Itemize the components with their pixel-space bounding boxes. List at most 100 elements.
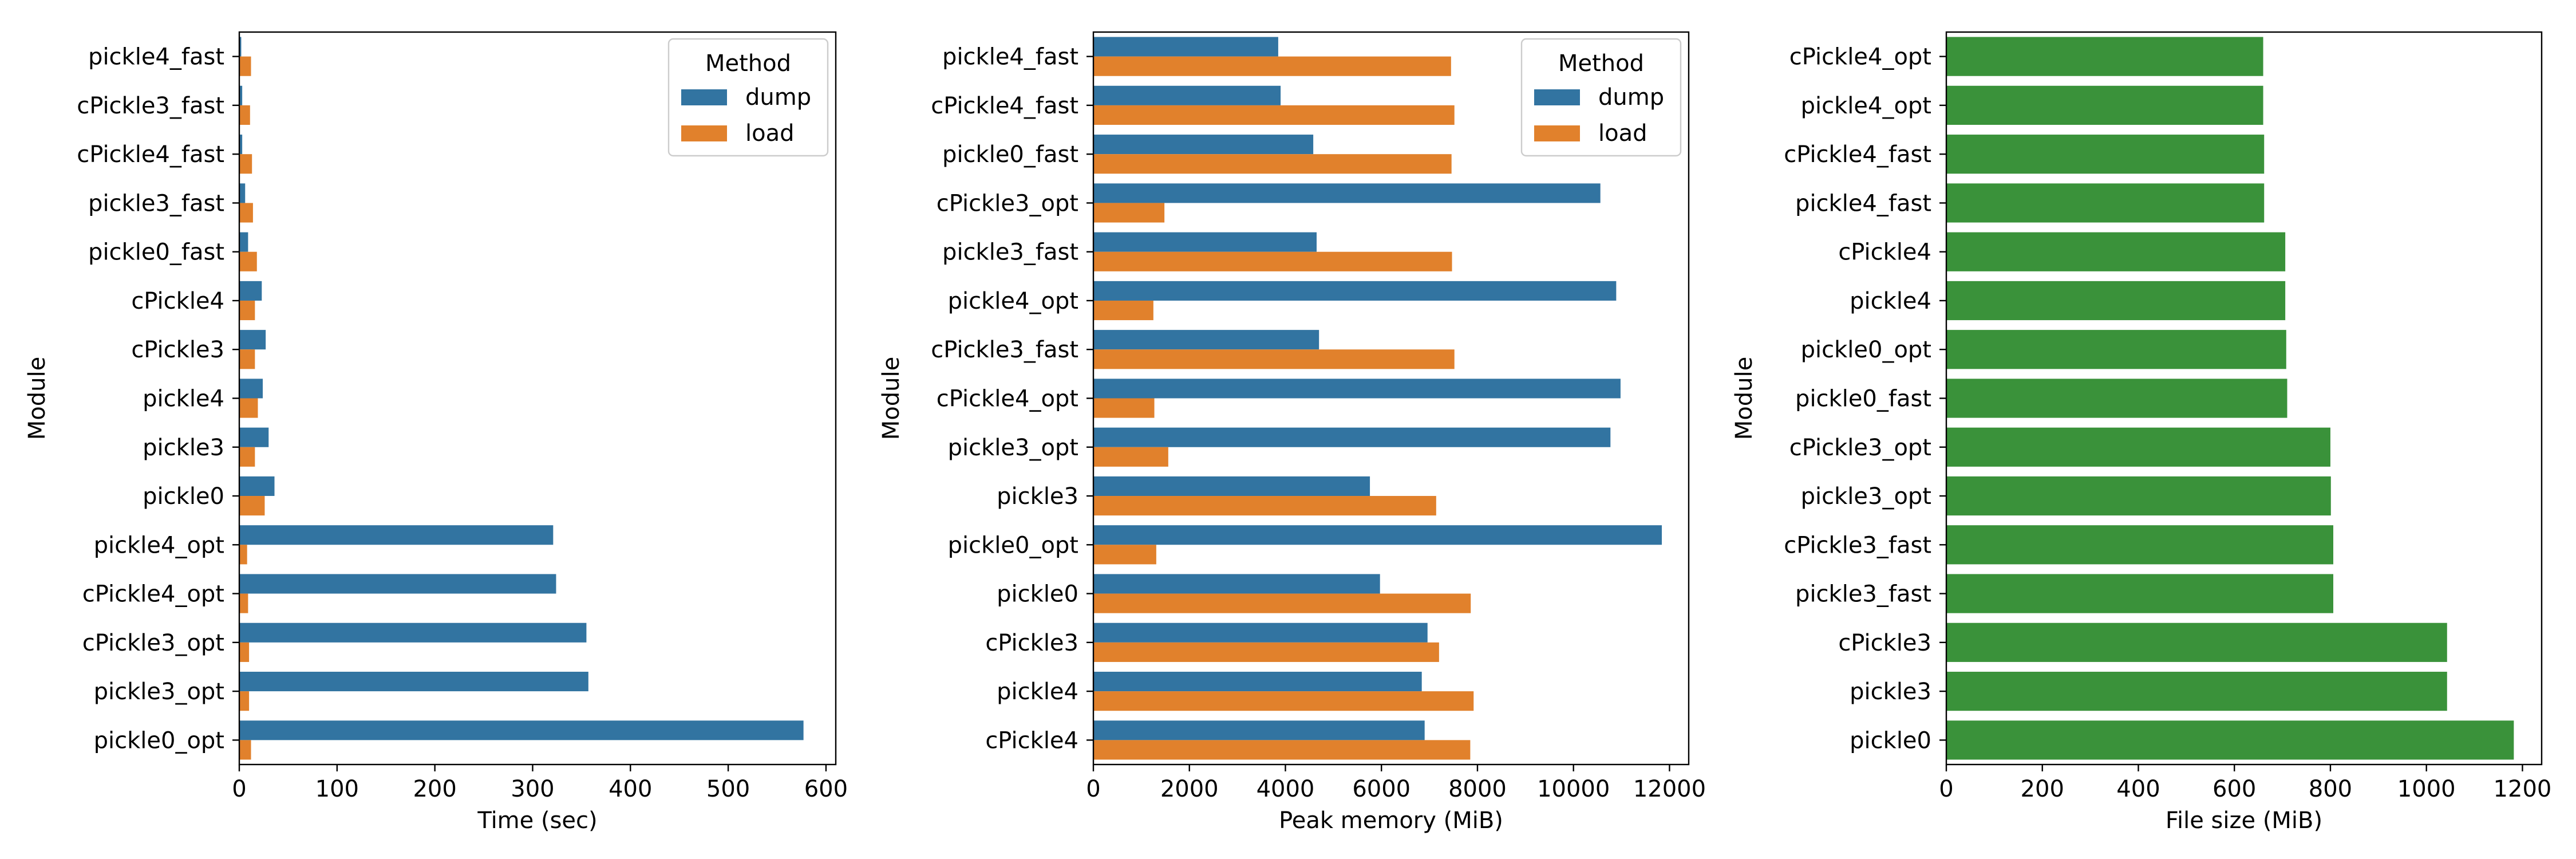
bar-load-cpickle3-opt — [1093, 203, 1165, 223]
x-tick-label: 4000 — [1257, 776, 1315, 802]
bar-load-pickle4-opt — [1093, 300, 1153, 321]
bar-load-pickle0-opt — [1093, 545, 1156, 565]
bar-load-pickle4-opt — [239, 545, 247, 565]
x-axis-label: File size (MiB) — [2166, 807, 2322, 834]
y-tick-label-cpickle3: cPickle3 — [131, 337, 224, 363]
bar-load-pickle4-fast — [1093, 56, 1451, 76]
bar-dump-pickle3-opt — [1093, 427, 1611, 447]
legend-label-dump: dump — [745, 84, 811, 111]
bar-load-cpickle4 — [1093, 740, 1471, 760]
legend-swatch-dump — [1534, 89, 1580, 105]
bar-dump-cpickle3 — [1093, 622, 1428, 643]
x-tick-label: 10000 — [1537, 776, 1610, 802]
x-tick-label: 500 — [706, 776, 750, 802]
bar-dump-cpickle3 — [239, 330, 266, 350]
y-tick-label-cpickle3: cPickle3 — [985, 630, 1078, 656]
y-tick-label-pickle3-opt: pickle3_opt — [1801, 483, 1931, 510]
bar-size-pickle4-fast — [1946, 183, 2265, 223]
axes-frame — [238, 31, 837, 766]
y-axis-label: Module — [1731, 357, 1757, 440]
x-tick-label: 600 — [2212, 776, 2256, 802]
bar-load-pickle0 — [239, 496, 265, 516]
bar-dump-pickle4 — [239, 379, 263, 399]
bar-size-cpickle3 — [1946, 622, 2447, 662]
bar-dump-pickle0 — [1093, 574, 1380, 594]
bar-dump-cpickle4-fast — [239, 135, 243, 155]
bar-dump-pickle4-fast — [1093, 37, 1278, 57]
bar-size-pickle3-opt — [1946, 476, 2331, 516]
bar-size-pickle3-fast — [1946, 574, 2333, 613]
bar-dump-pickle4 — [1093, 671, 1422, 692]
bar-dump-cpickle3-fast — [1093, 330, 1319, 350]
bar-size-cpickle4 — [1946, 232, 2286, 271]
y-tick-label-cpickle4-opt: cPickle4_opt — [1789, 44, 1931, 70]
bar-dump-cpickle4-fast — [1093, 85, 1281, 105]
y-tick-label-pickle4: pickle4 — [1850, 288, 1931, 314]
y-tick-label-pickle4-opt: pickle4_opt — [948, 288, 1078, 314]
legend-label-load: load — [745, 120, 795, 147]
bar-load-cpickle3-fast — [239, 105, 250, 125]
y-tick-label-cpickle4-fast: cPickle4_fast — [77, 141, 224, 168]
x-tick-label: 12000 — [1633, 776, 1706, 802]
y-tick-label-pickle3-fast: pickle3_fast — [88, 190, 224, 216]
bar-dump-pickle4-fast — [239, 37, 242, 57]
legend-swatch-dump — [681, 89, 727, 105]
bar-load-pickle3-fast — [239, 203, 253, 223]
x-tick-label: 300 — [511, 776, 554, 802]
y-tick-label-pickle0: pickle0 — [1850, 727, 1931, 754]
bar-load-cpickle3-opt — [239, 642, 250, 662]
bar-load-pickle0-fast — [239, 251, 257, 271]
y-axis-label: Module — [24, 357, 50, 440]
y-tick-label-pickle4: pickle4 — [143, 386, 224, 412]
chart-panel-3: cPickle4_opt pickle4_opt cPickle4_fastpick… — [1731, 31, 2551, 834]
bar-load-cpickle3 — [1093, 642, 1439, 662]
y-tick-label-cpickle3-opt: cPickle3_opt — [1789, 435, 1931, 461]
x-tick-label: 200 — [413, 776, 456, 802]
y-tick-label-cpickle3-opt: cPickle3_opt — [937, 190, 1078, 216]
bar-dump-pickle0-opt — [239, 720, 804, 740]
bar-load-pickle3-opt — [239, 691, 250, 711]
y-tick-label-cpickle4: cPickle4 — [131, 288, 224, 314]
bar-dump-pickle3 — [1093, 476, 1370, 497]
y-tick-label-pickle4-opt: pickle4_opt — [1801, 93, 1931, 119]
bar-size-pickle0 — [1946, 720, 2514, 760]
chart-panel-1: pickle4_fast cPickle3_fast cPickle4_fastpi… — [24, 31, 848, 834]
legend-swatch-load — [681, 125, 727, 141]
bar-dump-pickle0 — [239, 476, 275, 497]
bar-load-cpickle4-opt — [1093, 398, 1155, 418]
y-tick-label-pickle0-fast: pickle0_fast — [942, 141, 1078, 168]
y-tick-label-pickle0-opt: pickle0_opt — [1801, 337, 1931, 363]
bar-dump-pickle4-opt — [1093, 281, 1617, 301]
y-tick-label-pickle3: pickle3 — [997, 483, 1078, 510]
y-tick-label-pickle3: pickle3 — [143, 435, 224, 461]
bar-load-cpickle4-opt — [239, 593, 248, 613]
x-axis-label: Peak memory (MiB) — [1279, 807, 1503, 834]
legend-label-dump: dump — [1598, 84, 1664, 111]
bar-dump-cpickle4 — [239, 281, 262, 301]
bar-load-pickle3-opt — [1093, 447, 1168, 467]
bar-size-cpickle3-opt — [1946, 427, 2330, 467]
axes-frame — [1092, 31, 1690, 766]
y-tick-label-pickle4-opt: pickle4_opt — [94, 532, 224, 558]
bar-dump-pickle3-fast — [1093, 232, 1317, 252]
bar-dump-pickle0-opt — [1093, 525, 1662, 545]
x-tick-label: 0 — [1086, 776, 1100, 802]
x-tick-label: 2000 — [1160, 776, 1219, 802]
bar-load-pickle3-fast — [1093, 251, 1452, 271]
y-tick-label-pickle0-fast: pickle0_fast — [88, 239, 224, 266]
y-tick-label-cpickle4-fast: cPickle4_fast — [1784, 141, 1931, 168]
bar-load-cpickle4 — [239, 300, 255, 321]
y-tick-label-cpickle3-fast: cPickle3_fast — [931, 337, 1078, 363]
x-tick-label: 400 — [609, 776, 652, 802]
legend: Method dump load — [1520, 38, 1682, 157]
x-tick-label: 400 — [2116, 776, 2160, 802]
y-tick-label-pickle0-fast: pickle0_fast — [1795, 386, 1931, 412]
bar-load-pickle3 — [239, 447, 255, 467]
y-tick-label-cpickle3: cPickle3 — [1838, 630, 1931, 656]
bar-load-pickle4 — [239, 398, 258, 418]
legend: Method dump load — [667, 38, 829, 157]
y-tick-label-cpickle4-opt: cPickle4_opt — [82, 581, 224, 608]
y-tick-label-pickle0-opt: pickle0_opt — [948, 532, 1078, 558]
y-axis-label: Module — [878, 357, 904, 440]
